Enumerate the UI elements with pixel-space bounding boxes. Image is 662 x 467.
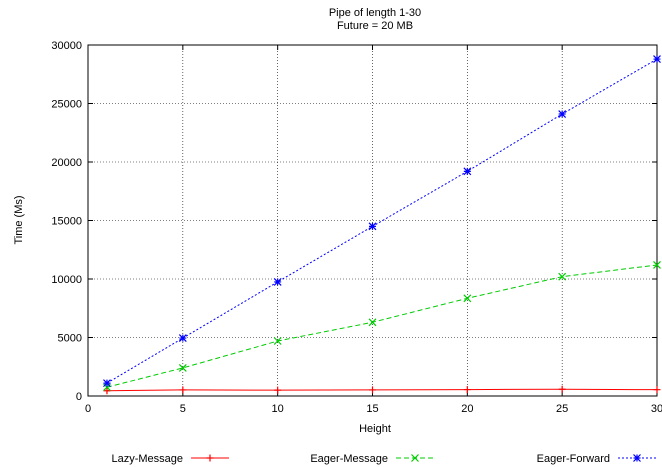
series-eager-forward xyxy=(103,55,661,388)
data-point-eager-forward xyxy=(558,110,567,118)
x-axis-label: Height xyxy=(359,423,391,435)
series-line-lazy-message xyxy=(106,388,658,392)
y-tick-label: 0 xyxy=(76,391,82,403)
legend-entry-eager-forward: Eager-Forward xyxy=(537,453,656,465)
legend-swatch-marker xyxy=(206,454,214,462)
series-lazy-message xyxy=(103,385,661,395)
series-eager-message xyxy=(103,261,661,392)
x-tick-label: 0 xyxy=(85,403,91,415)
series-group xyxy=(103,55,661,395)
y-tick-label: 20000 xyxy=(51,157,82,169)
legend-swatch-marker xyxy=(633,454,641,462)
series-line-eager-forward xyxy=(106,58,658,384)
chart-title: Pipe of length 1-30 xyxy=(329,7,421,19)
y-tick-label: 10000 xyxy=(51,274,82,286)
data-point-eager-forward xyxy=(103,379,111,388)
x-tick-label: 15 xyxy=(366,403,378,415)
legend-label: Eager-Forward xyxy=(537,453,610,465)
x-tick-label: 30 xyxy=(651,403,662,415)
y-tick-label: 30000 xyxy=(51,40,82,52)
chart-subtitle: Future = 20 MB xyxy=(337,20,413,32)
y-tick-label: 5000 xyxy=(58,333,82,345)
legend-entry-lazy-message: Lazy-Message xyxy=(111,453,229,465)
data-point-eager-forward xyxy=(368,222,377,231)
data-point-eager-forward xyxy=(463,167,472,176)
y-tick-label: 25000 xyxy=(51,99,82,111)
legend-swatch-marker xyxy=(411,454,419,462)
x-tick-label: 25 xyxy=(556,403,568,415)
legend-entry-eager-message: Eager-Message xyxy=(310,453,434,465)
data-point-lazy-message xyxy=(463,386,471,394)
x-tick-label: 10 xyxy=(272,403,284,415)
data-point-eager-message xyxy=(368,318,377,327)
y-axis-label: Time (Ms) xyxy=(13,195,25,244)
data-point-lazy-message xyxy=(179,386,187,394)
data-point-eager-message xyxy=(178,363,187,372)
data-point-eager-message xyxy=(558,272,567,281)
x-tick-label: 20 xyxy=(461,403,473,415)
data-point-eager-message xyxy=(463,294,472,303)
data-point-eager-forward xyxy=(653,55,661,63)
legend-label: Eager-Message xyxy=(310,453,388,465)
x-tick-label: 5 xyxy=(180,403,186,415)
data-point-lazy-message xyxy=(103,387,111,395)
data-point-lazy-message xyxy=(653,386,661,394)
grid-lines xyxy=(88,45,657,396)
data-point-lazy-message xyxy=(369,386,376,394)
series-line-eager-message xyxy=(106,264,658,388)
y-tick-label: 15000 xyxy=(51,216,82,228)
legend-label: Lazy-Message xyxy=(111,453,183,465)
data-point-eager-message xyxy=(653,261,661,269)
data-point-lazy-message xyxy=(274,386,282,394)
axis-ticks: 0 5 10 15 20 25 30 0 5000 10000 15000 20000 25000 300… xyxy=(51,40,662,415)
legend: Lazy-Message Eager-Message Eager-Forward xyxy=(111,453,656,465)
data-point-eager-forward xyxy=(178,334,187,343)
data-point-lazy-message xyxy=(558,385,566,393)
data-point-eager-forward xyxy=(273,278,282,286)
data-point-eager-message xyxy=(273,337,282,345)
